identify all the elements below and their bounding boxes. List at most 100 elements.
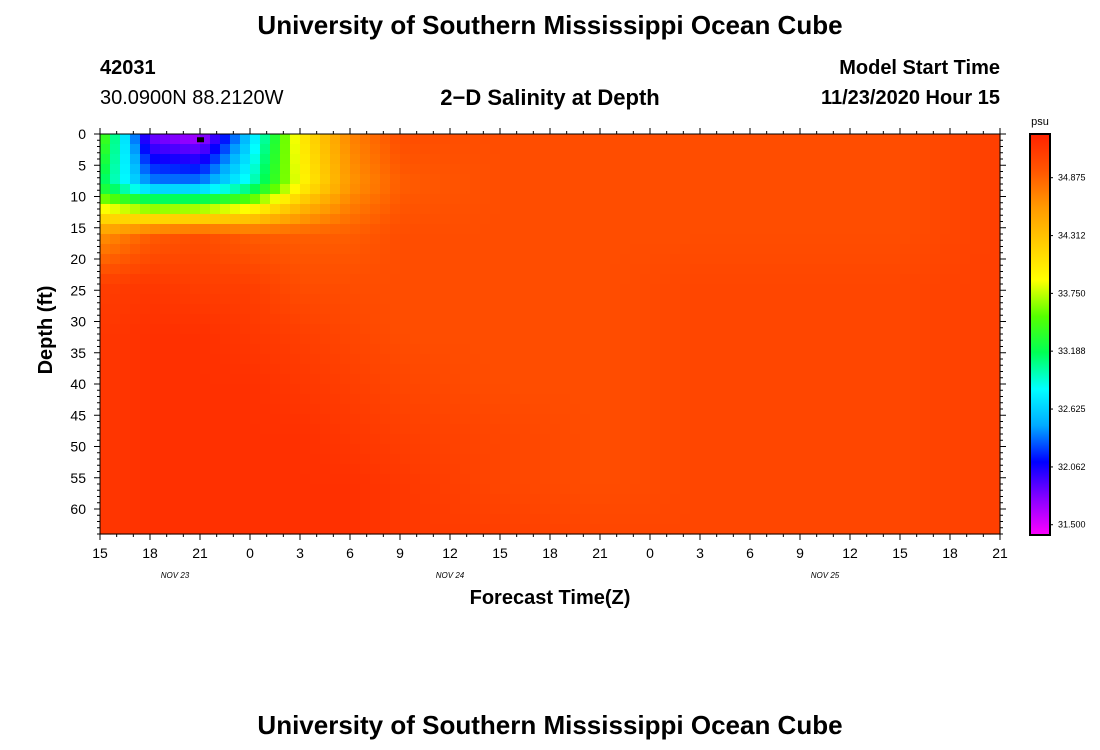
heatmap-cell	[440, 444, 451, 455]
heatmap-cell	[900, 314, 911, 325]
heatmap-cell	[170, 204, 181, 215]
heatmap-cell	[400, 144, 411, 155]
heatmap-cell	[480, 454, 491, 465]
heatmap-cell	[470, 434, 481, 445]
heatmap-cell	[810, 164, 821, 175]
heatmap-cell	[730, 224, 741, 235]
heatmap-cell	[290, 454, 301, 465]
heatmap-cell	[930, 414, 941, 425]
heatmap-cell	[790, 184, 801, 195]
heatmap-cell	[290, 464, 301, 475]
heatmap-cell	[890, 324, 901, 335]
heatmap-cell	[710, 204, 721, 215]
heatmap-cell	[610, 314, 621, 325]
heatmap-cell	[690, 424, 701, 435]
heatmap-cell	[720, 524, 731, 535]
heatmap-cell	[410, 134, 421, 145]
heatmap-cell	[740, 334, 751, 345]
heatmap-cell	[300, 294, 311, 305]
heatmap-cell	[640, 324, 651, 335]
heatmap-cell	[100, 414, 111, 425]
heatmap-cell	[730, 454, 741, 465]
heatmap-cell	[320, 264, 331, 275]
heatmap-cell	[850, 144, 861, 155]
heatmap-cell	[550, 484, 561, 495]
heatmap-cell	[570, 454, 581, 465]
heatmap-cell	[330, 244, 341, 255]
heatmap-cell	[850, 294, 861, 305]
heatmap-cell	[140, 514, 151, 525]
heatmap-cell	[180, 134, 191, 145]
heatmap-cell	[250, 274, 261, 285]
heatmap-cell	[990, 284, 1001, 295]
heatmap-cell	[460, 444, 471, 455]
heatmap-cell	[960, 234, 971, 245]
heatmap-cell	[270, 524, 281, 535]
heatmap-cell	[340, 364, 351, 375]
heatmap-cell	[200, 494, 211, 505]
heatmap-cell	[270, 514, 281, 525]
heatmap-cell	[280, 384, 291, 395]
heatmap-cell	[560, 524, 571, 535]
heatmap-cell	[820, 294, 831, 305]
heatmap-cell	[770, 174, 781, 185]
heatmap-cell	[650, 404, 661, 415]
heatmap-cell	[370, 404, 381, 415]
heatmap-cell	[730, 434, 741, 445]
heatmap-cell	[240, 394, 251, 405]
heatmap-cell	[610, 344, 621, 355]
heatmap-cell	[450, 164, 461, 175]
heatmap-cell	[350, 284, 361, 295]
heatmap-cell	[870, 174, 881, 185]
heatmap-cell	[870, 374, 881, 385]
heatmap-cell	[880, 414, 891, 425]
heatmap-cell	[270, 414, 281, 425]
heatmap-cell	[660, 144, 671, 155]
heatmap-cell	[810, 274, 821, 285]
heatmap-cell	[460, 424, 471, 435]
heatmap-cell	[470, 244, 481, 255]
heatmap-cell	[480, 154, 491, 165]
heatmap-cell	[540, 324, 551, 335]
heatmap-cell	[270, 464, 281, 475]
heatmap-cell	[980, 324, 991, 335]
heatmap-cell	[870, 344, 881, 355]
heatmap-cell	[730, 424, 741, 435]
heatmap-cell	[550, 444, 561, 455]
heatmap-cell	[800, 404, 811, 415]
heatmap-cell	[990, 224, 1001, 235]
heatmap-cell	[560, 364, 571, 375]
heatmap-cell	[450, 264, 461, 275]
heatmap-cell	[840, 454, 851, 465]
heatmap-cell	[130, 404, 141, 415]
heatmap-cell	[870, 504, 881, 515]
heatmap-cell	[670, 334, 681, 345]
heatmap-cell	[560, 424, 571, 435]
heatmap-cell	[560, 214, 571, 225]
heatmap-cell	[900, 474, 911, 485]
heatmap-cell	[210, 224, 221, 235]
heatmap-cell	[910, 354, 921, 365]
heatmap-cell	[950, 294, 961, 305]
heatmap-cell	[710, 524, 721, 535]
heatmap-cell	[410, 194, 421, 205]
heatmap-cell	[160, 274, 171, 285]
heatmap-cell	[290, 164, 301, 175]
heatmap-cell	[710, 184, 721, 195]
heatmap-cell	[140, 364, 151, 375]
heatmap-cell	[860, 224, 871, 235]
heatmap-cell	[690, 134, 701, 145]
heatmap-cell	[400, 414, 411, 425]
heatmap-cell	[280, 474, 291, 485]
heatmap-cell	[270, 184, 281, 195]
heatmap-cell	[640, 474, 651, 485]
heatmap-cell	[240, 224, 251, 235]
heatmap-cell	[700, 304, 711, 315]
heatmap-cell	[820, 364, 831, 375]
heatmap-cell	[760, 374, 771, 385]
heatmap-cell	[100, 444, 111, 455]
heatmap-cell	[280, 484, 291, 495]
heatmap-cell	[660, 324, 671, 335]
heatmap-cell	[470, 184, 481, 195]
